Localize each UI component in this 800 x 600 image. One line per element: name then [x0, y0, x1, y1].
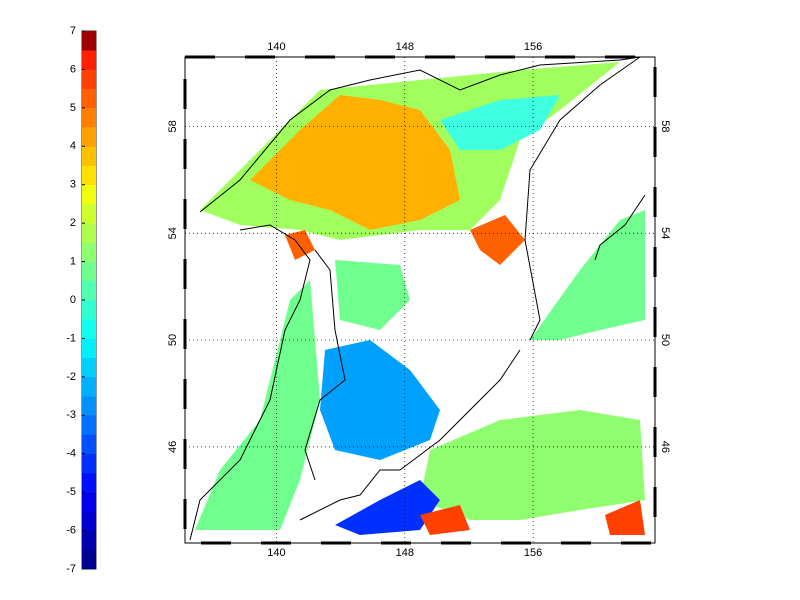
colorbar-swatch — [82, 88, 96, 109]
lon-label-bottom: 148 — [396, 547, 414, 559]
colorbar-swatch — [82, 107, 96, 128]
colorbar-swatch — [82, 242, 96, 262]
field-mid — [335, 260, 410, 330]
colorbar-swatch — [82, 453, 96, 474]
colorbar-swatch — [82, 357, 96, 378]
field-south-east — [420, 410, 645, 520]
field-blue — [320, 340, 440, 460]
colorbar-swatch — [82, 434, 96, 455]
lat-label-left: 54 — [167, 227, 179, 239]
colorbar-tick-label: 2 — [70, 217, 76, 229]
lat-label-right: 58 — [659, 120, 671, 132]
colorbar-tick-label: 5 — [70, 102, 76, 114]
colorbar-swatch — [82, 492, 96, 512]
map-border — [184, 56, 656, 544]
lon-label-bottom: 140 — [267, 547, 285, 559]
lat-label-left: 58 — [167, 120, 179, 132]
coast-east — [594, 194, 646, 261]
colorbar-swatch — [82, 69, 96, 89]
colorbar-swatch — [82, 376, 96, 397]
colorbar-tick-label: 7 — [70, 25, 76, 37]
lon-label-top: 148 — [396, 41, 414, 53]
colorbar-swatch — [82, 280, 96, 301]
colorbar-swatch — [82, 203, 96, 224]
colorbar-tick-label: -1 — [66, 332, 76, 344]
lat-label-right: 54 — [659, 227, 671, 239]
colorbar-tick-label: 4 — [70, 140, 76, 152]
coast-kurils — [399, 349, 521, 471]
colorbar-swatch — [82, 415, 96, 435]
coast-hokkaido — [299, 469, 400, 521]
colorbar-swatch — [82, 223, 96, 243]
colorbar-swatch — [82, 261, 96, 282]
colorbar-swatch — [82, 146, 96, 166]
colorbar-tick-label: -3 — [66, 409, 76, 421]
field-cyan — [440, 95, 560, 150]
colorbar-swatch — [82, 511, 96, 531]
coast-kamchatka — [524, 56, 641, 341]
lon-label-bottom: 156 — [524, 547, 542, 559]
lat-label-left: 46 — [167, 441, 179, 453]
field-red — [285, 215, 525, 265]
lat-label-right: 50 — [659, 334, 671, 346]
colorbar-tick-label: 3 — [70, 179, 76, 191]
coastline — [189, 56, 646, 541]
colorbar-tick-label: -6 — [66, 524, 76, 536]
colorbar-tick-label: -5 — [66, 486, 76, 498]
lat-label-right: 46 — [659, 441, 671, 453]
colorbar-swatch — [82, 472, 96, 493]
colorbar-swatch — [82, 300, 96, 320]
colorbar-swatch — [82, 31, 96, 51]
colorbar-swatch — [82, 319, 96, 339]
field-west — [195, 280, 320, 530]
colorbar-swatch — [82, 396, 96, 416]
coast-amur — [189, 224, 311, 541]
colorbar-swatch — [82, 549, 96, 570]
colorbar-tick-label: -7 — [66, 563, 76, 575]
field-deep-blue — [335, 480, 440, 535]
colorbar-swatch — [82, 530, 96, 551]
colorbar-tick-label: 0 — [70, 294, 76, 306]
data-field — [195, 62, 645, 535]
field-orange — [250, 95, 460, 230]
coast-mainland — [199, 56, 641, 213]
lon-label-top: 140 — [267, 41, 285, 53]
lon-label-top: 156 — [524, 41, 542, 53]
colorbar-tick-label: 1 — [70, 255, 76, 267]
lat-label-left: 50 — [167, 334, 179, 346]
colorbar-swatch — [82, 127, 96, 147]
field-red-south — [420, 500, 645, 535]
field-east — [530, 210, 645, 340]
colorbar-tick-label: -4 — [66, 448, 76, 460]
colorbar-swatch — [82, 165, 96, 186]
coast-sakhalin — [304, 249, 346, 481]
colorbar-swatch — [82, 184, 96, 205]
colorbar-swatch — [82, 50, 96, 70]
colorbar-tick-label: -2 — [66, 371, 76, 383]
colorbar-tick-label: 6 — [70, 63, 76, 75]
colorbar-swatch — [82, 338, 96, 358]
